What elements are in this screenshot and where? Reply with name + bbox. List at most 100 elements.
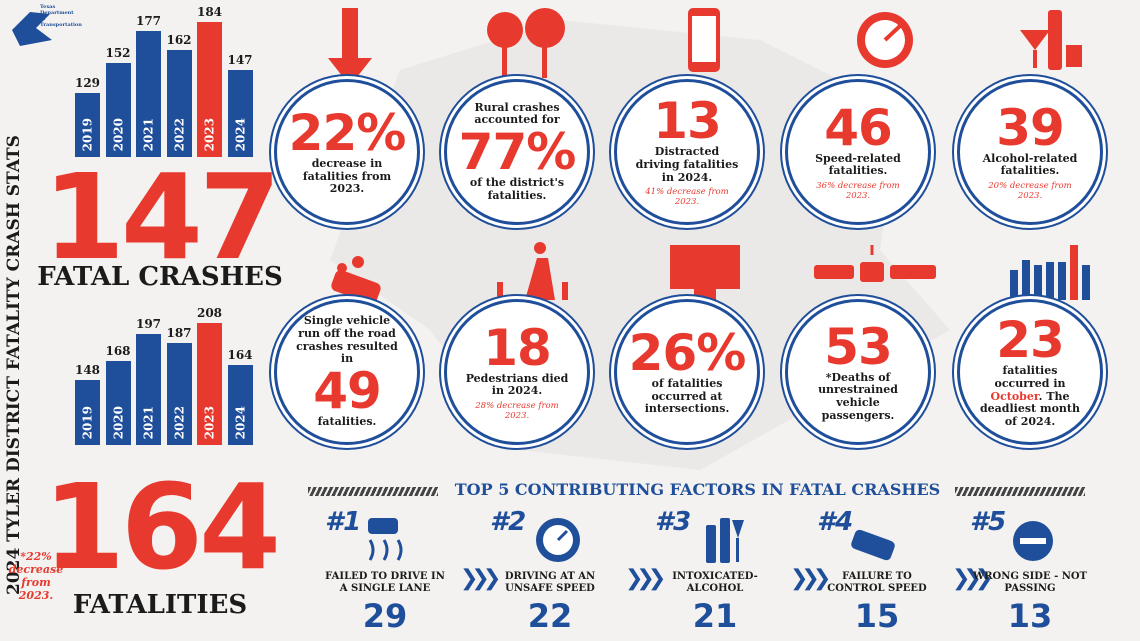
stat-figure: 46 bbox=[824, 98, 893, 157]
bar: 2019 bbox=[75, 93, 100, 157]
stat-figure: 49 bbox=[313, 361, 382, 420]
stat-text: *Deaths of unrestrained vehicle passenge… bbox=[818, 370, 898, 422]
x-tick-label: 2020 bbox=[111, 405, 125, 439]
factor-rank: #5 bbox=[970, 507, 1007, 537]
stat-figure: 53 bbox=[824, 317, 893, 376]
stat-figure: 77% bbox=[458, 123, 577, 181]
stat-figure: 22% bbox=[288, 104, 407, 163]
value-label: 208 bbox=[196, 306, 223, 321]
stat-text: Speed-related fatalities. bbox=[815, 151, 901, 178]
bar: 2021 bbox=[136, 30, 161, 157]
bar: 2021 bbox=[136, 333, 161, 445]
stat-note: 28% decrease from 2023. bbox=[475, 400, 559, 421]
total-figure: 147 bbox=[42, 148, 281, 286]
factors-title: TOP 5 CONTRIBUTING FACTORS IN FATAL CRAS… bbox=[454, 480, 941, 499]
value-label: 187 bbox=[166, 326, 192, 341]
bar: 2022 bbox=[166, 343, 192, 445]
factor-count: 21 bbox=[692, 597, 738, 635]
stat-figure: 18 bbox=[483, 318, 552, 377]
stat-circle: 53 *Deaths of unrestrained vehicle passen… bbox=[785, 299, 931, 445]
stat-figure: 26% bbox=[628, 324, 747, 383]
x-tick-label: 2024 bbox=[233, 405, 247, 439]
total-label: FATALITIES bbox=[72, 590, 248, 620]
total-figure: 164 bbox=[42, 458, 281, 596]
logo: Texas Department of Transportation bbox=[40, 4, 82, 28]
x-tick-label: 2021 bbox=[141, 405, 156, 439]
bar: 2022 bbox=[166, 50, 192, 157]
factor-count: 29 bbox=[362, 597, 408, 635]
stat-figure: 23 bbox=[996, 311, 1065, 370]
x-tick-label: 2019 bbox=[80, 405, 95, 439]
bar: 2024 bbox=[227, 365, 253, 445]
bar: 2020 bbox=[105, 361, 131, 445]
x-tick-label: 2019 bbox=[80, 117, 95, 151]
stat-circle: Single vehicle run off the road crashes … bbox=[274, 299, 420, 445]
stat-text: decrease in fatalities from 2023. bbox=[302, 157, 392, 196]
x-tick-label: 2023 bbox=[202, 117, 217, 151]
stat-text-part: . The deadliest month of 2024. bbox=[979, 389, 1081, 428]
x-tick-label: 2021 bbox=[141, 117, 156, 151]
value-label: 164 bbox=[227, 348, 253, 363]
value-label: 197 bbox=[135, 316, 162, 331]
stat-text: Pedestrians died in 2024. bbox=[465, 371, 569, 398]
factor-label: FAILURE TO CONTROL SPEED bbox=[827, 571, 927, 594]
x-tick-label: 2024 bbox=[233, 117, 247, 151]
stat-circle: 18 Pedestrians died in 2024. 28% decrease … bbox=[444, 299, 590, 445]
factor-count: 15 bbox=[854, 597, 900, 635]
x-tick-label: 2020 bbox=[111, 117, 125, 151]
stat-text: fatalities occurred in October. The dead… bbox=[978, 365, 1082, 428]
factor-label: WRONG SIDE - NOT PASSING bbox=[972, 571, 1087, 594]
x-tick-label: 2023 bbox=[202, 405, 217, 439]
factor-count: 13 bbox=[1007, 597, 1053, 635]
value-label: 184 bbox=[196, 4, 223, 19]
bar: 2023 bbox=[197, 323, 222, 445]
stat-figure: 39 bbox=[996, 98, 1065, 157]
total-label: FATAL CRASHES bbox=[37, 262, 283, 292]
stat-text-part: fatalities occurred in bbox=[994, 364, 1066, 391]
stat-note: 20% decrease from 2023. bbox=[988, 180, 1072, 201]
stat-circle: 26% of fatalities occurred at intersectio… bbox=[614, 299, 760, 445]
stat-note: 36% decrease from 2023. bbox=[816, 180, 900, 201]
stat-circle: 13 Distracted driving fatalities in 2024.… bbox=[614, 79, 760, 225]
stat-text: Rural crashes accounted for bbox=[474, 100, 560, 127]
value-label: 168 bbox=[105, 344, 131, 359]
stat-note: 41% decrease from 2023. bbox=[645, 187, 729, 207]
bar: 2020 bbox=[105, 63, 131, 157]
value-label: 148 bbox=[74, 363, 101, 378]
stat-text-part: October bbox=[990, 389, 1039, 403]
stat-circle: 46 Speed-related fatalities. 36% decrease … bbox=[785, 79, 931, 225]
stat-text: of the district's fatalities. bbox=[469, 176, 565, 202]
value-label: 152 bbox=[105, 46, 131, 61]
factor-label: FAILED TO DRIVE IN A SINGLE LANE bbox=[325, 571, 445, 594]
stat-circle: 22% decrease in fatalities from 2023. bbox=[274, 79, 420, 225]
factor-rank: #2 bbox=[490, 507, 527, 537]
x-tick-label: 2022 bbox=[172, 117, 186, 151]
stat-figure: 13 bbox=[653, 92, 722, 151]
stat-text: Distracted driving fatalities in 2024. bbox=[635, 145, 739, 184]
factor-label: INTOXICATED- ALCOHOL bbox=[672, 571, 758, 594]
footnote: *22% decrease from 2023. bbox=[8, 550, 64, 602]
stat-text: of fatalities occurred at intersections. bbox=[644, 377, 730, 416]
value-label: 162 bbox=[166, 33, 192, 48]
stat-text: fatalities. bbox=[317, 414, 377, 428]
bar: 2019 bbox=[75, 380, 100, 445]
bar: 2023 bbox=[197, 21, 222, 157]
factor-rank: #1 bbox=[325, 507, 362, 537]
factor-rank: #4 bbox=[817, 507, 854, 537]
x-tick-label: 2022 bbox=[172, 405, 186, 439]
factor-rank: #3 bbox=[655, 507, 692, 537]
factor-label: DRIVING AT AN UNSAFE SPEED bbox=[504, 571, 596, 594]
value-label: 147 bbox=[227, 52, 253, 67]
stripe bbox=[955, 487, 1085, 496]
stat-text: Alcohol-related fatalities. bbox=[982, 151, 1078, 178]
value-label: 129 bbox=[74, 76, 101, 91]
stat-circle: 23 fatalities occurred in October. The de… bbox=[957, 299, 1103, 445]
stat-circle: 39 Alcohol-related fatalities. 20% decreas… bbox=[957, 79, 1103, 225]
stripe bbox=[308, 487, 438, 496]
stat-circle: Rural crashes accounted for 77% of the dis… bbox=[444, 79, 590, 225]
bar: 2024 bbox=[227, 69, 253, 157]
value-label: 177 bbox=[135, 13, 162, 28]
factor-count: 22 bbox=[527, 597, 573, 635]
stat-text: Single vehicle run off the road crashes … bbox=[296, 314, 398, 366]
